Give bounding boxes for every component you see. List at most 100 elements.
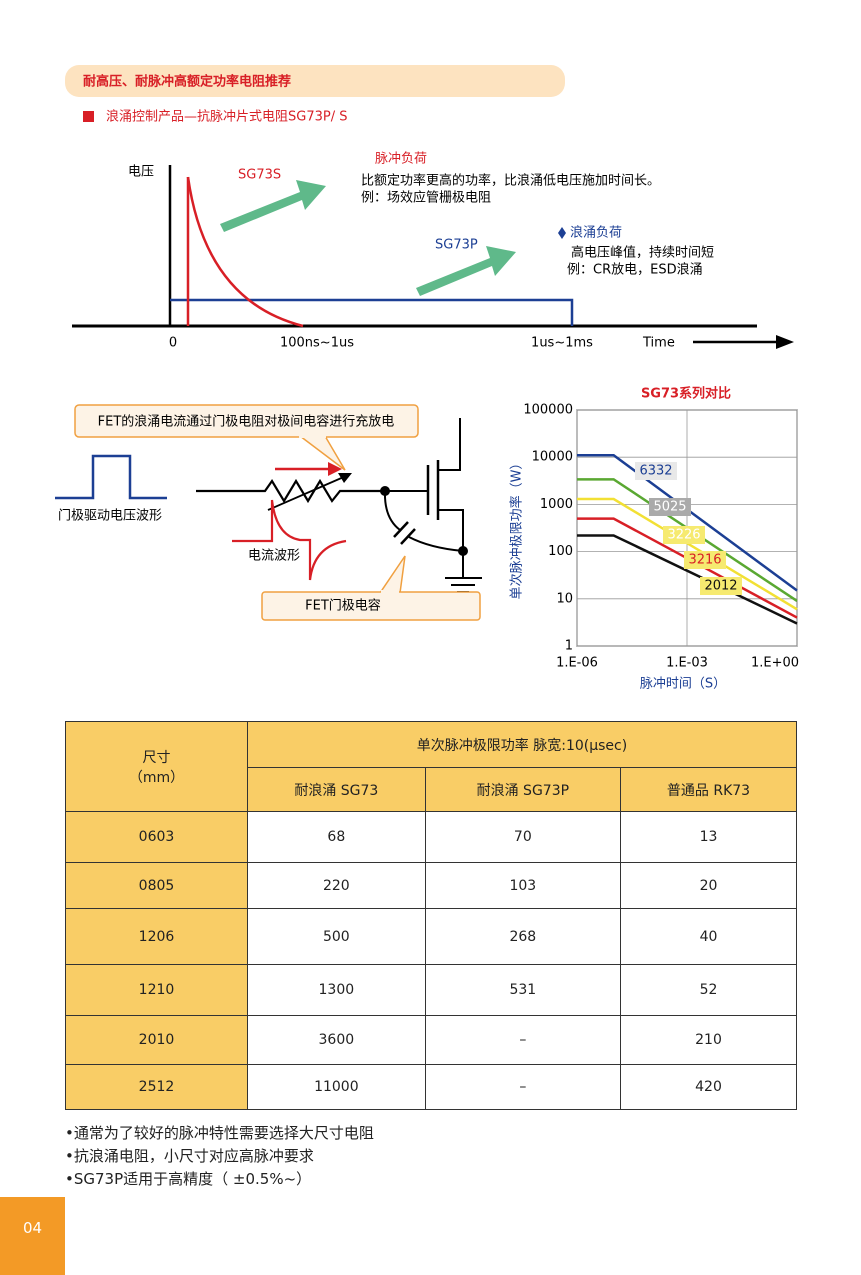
table-cell: 11000: [247, 1064, 426, 1110]
table-cell: 2010: [65, 1015, 248, 1065]
cell-text: 尺寸: [142, 749, 171, 766]
current-waveform: [232, 499, 347, 581]
resistor-arrow: [267, 475, 347, 511]
series-label: 3226: [667, 528, 700, 543]
y-tick-label: 1: [565, 639, 573, 654]
note: •SG73P适用于高精度（ ±0.5%~）: [65, 1170, 312, 1188]
table-cell: 单次脉冲极限功率 脉宽:10(μsec): [247, 721, 797, 768]
surge-load-text: 例：CR放电，ESD浪涌: [567, 263, 703, 278]
callout-text: FET门极电容: [305, 598, 381, 614]
callout-text: FET的浪涌电流通过门极电阻对极间电容进行充放电: [98, 414, 395, 430]
table-cell: 220: [247, 862, 426, 909]
y-tick-label: 10000: [532, 450, 573, 465]
table-cell: –: [424, 1064, 622, 1110]
series-line: [577, 453, 798, 592]
surge-load-text: 高电压峰值，持续时间短: [571, 245, 714, 261]
y-label: 电压: [128, 165, 154, 180]
table-cell: 耐浪涌 SG73P: [424, 767, 622, 812]
table-cell: –: [424, 1015, 622, 1065]
sg73p-label: SG73P: [435, 238, 478, 253]
drain: [438, 418, 461, 471]
current-waveform-label: 电流波形: [248, 549, 300, 564]
sg73s-decay: [186, 176, 304, 328]
series-label: 6332: [639, 464, 672, 479]
table-row: 尺寸 （mm） 单次脉冲极限功率 脉宽:10(μsec): [65, 721, 797, 812]
notes: •通常为了较好的脉冲特性需要选择大尺寸电阻 •抗浪涌电阻，小尺寸对应高脉冲要求 •S…: [65, 1122, 374, 1191]
table-row: 1210 1300 531 52: [65, 964, 797, 1016]
table-cell: 20: [620, 862, 797, 909]
table-row: 0603 68 70 13: [65, 811, 797, 863]
x-label: 0: [169, 336, 177, 351]
callout-join: [299, 434, 326, 438]
table-cell: 52: [620, 964, 797, 1016]
series-label-bg: [635, 462, 677, 480]
table-row: 0805 220 103 20: [65, 862, 797, 909]
y-tick-label: 1000: [540, 497, 573, 512]
note: •通常为了较好的脉冲特性需要选择大尺寸电阻: [65, 1124, 374, 1142]
table-cell: 耐浪涌 SG73: [247, 767, 426, 812]
series-label-bg: [700, 577, 742, 595]
table-cell: 0805: [65, 862, 248, 909]
pulse-load-text: 比额定功率更高的功率，比浪涌低电压施加时间长。: [361, 173, 660, 189]
table-row: 2010 3600–210: [65, 1015, 797, 1065]
source: [438, 509, 464, 578]
x-label: 100ns~1us: [280, 336, 354, 351]
table-cell: 1300: [247, 964, 426, 1016]
y-tick-label: 10: [556, 591, 573, 606]
table-cell: 普通品 RK73: [620, 767, 797, 812]
y-tick-label: 100: [548, 544, 573, 559]
time-label: Time: [642, 336, 675, 351]
callout-pointer: [378, 555, 406, 594]
diamond: [558, 227, 566, 239]
subtitle: 浪涌控制产品—抗脉冲片式电阻SG73P/ S: [106, 110, 347, 125]
title-banner: [65, 65, 565, 97]
green-arrow: [416, 246, 516, 296]
table-cell: 尺寸 （mm）: [65, 721, 248, 812]
x-label: 1us~1ms: [531, 336, 593, 351]
x-axis-title: 脉冲时间（S）: [640, 677, 726, 692]
series-label: 2012: [704, 579, 737, 594]
callout: [74, 404, 419, 438]
table-cell: 70: [424, 811, 622, 863]
gate-resistor: [196, 478, 385, 504]
gate-waveform-label: 门极驱动电压波形: [58, 509, 162, 524]
bullet-square: [83, 111, 94, 122]
cap-wire: [383, 490, 401, 531]
table-cell: 268: [424, 908, 622, 965]
x-tick-label: 1.E+00: [751, 656, 799, 671]
cap-wire: [408, 536, 464, 552]
series-line: [577, 478, 798, 603]
x-tick-label: 1.E-06: [556, 656, 598, 671]
note: •抗浪涌电阻，小尺寸对应高脉冲要求: [65, 1147, 314, 1165]
surge-load-title: 浪涌负荷: [570, 226, 622, 241]
current-arrow-head: [328, 462, 342, 476]
resistor-arrow-head: [338, 473, 352, 483]
series-label-bg: [649, 498, 691, 516]
gate-waveform: [55, 454, 167, 500]
y-axis-title: 单次脉冲极限功率（W）: [509, 457, 525, 600]
series-label-bg: [663, 526, 705, 544]
sg73s-label: SG73S: [238, 168, 281, 183]
chart-title: SG73系列对比: [641, 386, 731, 402]
callout-join: [381, 590, 399, 594]
callout: [261, 591, 481, 621]
table-cell: 2512: [65, 1064, 248, 1110]
figures: 耐高压、耐脉冲高额定功率电阻推荐 浪涌控制产品—抗脉冲片式电阻SG73P/ S …: [55, 65, 799, 692]
chart: 1 10 100 1000 10000 100000 1.E-06 1.E-03 1.E+00 6…: [523, 403, 799, 671]
x-tick-label: 1.E-03: [666, 656, 708, 671]
pulse-load-text: 例：场效应管栅极电阻: [361, 190, 491, 206]
table-row: 2512 11000–420: [65, 1064, 797, 1110]
series-label: 3216: [688, 553, 721, 568]
sg73p-pulse: [170, 298, 574, 326]
pulse-load-title: 脉冲负荷: [375, 152, 427, 167]
series-label-bg: [684, 551, 726, 569]
table-cell: 420: [620, 1064, 797, 1110]
table-cell: 40: [620, 908, 797, 965]
table-cell: 0603: [65, 811, 248, 863]
callout-pointer: [297, 435, 346, 471]
table-cell: 210: [620, 1015, 797, 1065]
spec-table: 尺寸 （mm） 单次脉冲极限功率 脉宽:10(μsec) 耐浪涌 SG73 耐浪涌 SG…: [65, 721, 797, 1110]
table-cell: 3600: [247, 1015, 426, 1065]
table-row: 1206 500 268 40: [65, 908, 797, 965]
